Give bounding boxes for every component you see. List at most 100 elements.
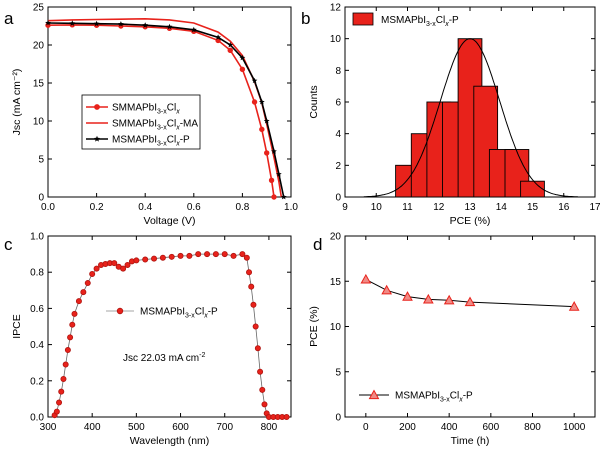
jsc-annotation-sup: -2: [199, 352, 205, 359]
data-point: [212, 251, 219, 258]
legend-box: [81, 94, 201, 150]
x-tick-label: 600: [482, 422, 499, 433]
data-point: [248, 283, 255, 290]
y-tick-label: 0: [335, 413, 341, 424]
legend-mid: Cl: [167, 103, 176, 114]
data-point: [58, 388, 65, 395]
legend-tail: -P: [208, 307, 218, 318]
data-point: [360, 273, 372, 284]
data-point: [246, 269, 253, 276]
data-point: [259, 386, 266, 393]
y-axis-title: Jsc (mA cm⁻²): [11, 69, 23, 136]
x-tick-label: 500: [128, 422, 145, 433]
x-tick-label: 0: [363, 422, 369, 433]
data-point: [568, 301, 580, 311]
x-tick-label: 400: [441, 422, 458, 433]
data-point: [111, 260, 118, 267]
data-point: [271, 194, 277, 200]
x-tick-label: 1.0: [284, 202, 298, 213]
panel-letter-b: b: [301, 9, 310, 28]
legend-main: MSMAPbI: [395, 391, 440, 402]
legend-sub: 3-x: [426, 21, 436, 28]
legend-main: MSMAPbI: [140, 307, 185, 318]
y-tick-label: 0.6: [30, 304, 44, 315]
data-point: [159, 254, 166, 261]
legend-main: MSMAPbI: [381, 15, 426, 26]
data-point: [67, 334, 74, 341]
data-point: [239, 66, 246, 73]
data-point: [93, 20, 100, 27]
y-tick-label: 6: [335, 98, 341, 109]
legend-tail: -P: [180, 135, 190, 146]
x-axis-title: Voltage (V): [144, 215, 196, 227]
data-point: [402, 291, 413, 301]
data-point: [151, 255, 158, 262]
data-point: [271, 148, 277, 154]
data-point: [283, 413, 290, 420]
y-axis-title: Counts: [308, 85, 320, 118]
x-tick-label: 14: [496, 202, 508, 213]
data-point: [71, 310, 78, 317]
data-point: [53, 408, 60, 415]
x-tick-label: 10: [371, 202, 383, 213]
x-tick-label: 200: [399, 422, 416, 433]
data-point: [60, 375, 67, 382]
data-point: [168, 253, 175, 260]
legend-main: SMMAPbI: [112, 119, 157, 130]
data-point: [422, 293, 434, 304]
legend-marker: [368, 389, 380, 400]
legend-sub2: x: [203, 313, 208, 320]
bar: [520, 180, 545, 198]
data-point: [204, 251, 211, 258]
data-point: [186, 252, 193, 259]
panel-letter-a: a: [4, 9, 14, 28]
legend-entry: MSMAPbI3-xClx-P: [381, 15, 459, 28]
x-tick-label: 11: [402, 202, 413, 213]
data-point: [142, 256, 149, 263]
data-point: [45, 20, 51, 26]
x-tick-label: 400: [84, 422, 101, 433]
y-tick-label: 15: [330, 277, 342, 288]
data-point: [250, 301, 257, 308]
legend-entry-2: SMMAPbI3-xClx-MA: [112, 119, 198, 132]
data-point: [264, 150, 270, 156]
panel-a-jv-curves: 0.0 0.2 0.4 0.6 0.8 1.0 0 5 10 15 20 25 Voltage (V) J…: [4, 3, 298, 228]
legend-marker: [94, 104, 100, 110]
y-tick-label: 1.0: [30, 232, 44, 243]
data-point: [280, 194, 287, 200]
data-point: [69, 321, 76, 328]
x-tick-label: 600: [172, 422, 189, 433]
y-tick-label: 10: [33, 117, 45, 128]
data-point: [261, 401, 268, 408]
data-point: [268, 177, 275, 183]
data-point: [133, 257, 140, 264]
legend-marker: [116, 307, 124, 315]
data-point: [257, 368, 264, 375]
legend-mid: Cl: [195, 307, 204, 318]
data-point: [64, 347, 71, 354]
legend-sub: 3-x: [440, 397, 450, 404]
data-point: [227, 42, 234, 48]
panel-d-stability: 0 200 400 600 800 1000 0 5 10 15 20 Time (h) PCE (%)…: [308, 232, 596, 447]
legend-sub: 3-x: [157, 125, 167, 132]
legend-entry-1: SMMAPbI3-xClx: [112, 103, 180, 116]
legend-tail: -P: [463, 391, 473, 402]
data-point: [93, 265, 100, 272]
x-tick-label: 0.6: [187, 202, 201, 213]
x-axis-title: Time (h): [451, 435, 490, 447]
y-tick-label: 5: [335, 367, 341, 378]
x-tick-label: 15: [527, 202, 539, 213]
data-point: [259, 99, 265, 105]
x-tick-label: 700: [216, 422, 233, 433]
data-point: [221, 251, 228, 258]
x-tick-label: 13: [464, 202, 476, 213]
data-point: [263, 118, 270, 124]
jsc-annotation-text: Jsc 22.03 mA cm: [123, 353, 199, 364]
y-tick-label: 0.0: [30, 413, 44, 424]
data-point: [276, 171, 282, 177]
plot-frame: [47, 235, 292, 418]
x-tick-label: 17: [589, 202, 600, 213]
x-tick-label: 0.2: [90, 202, 104, 213]
data-point: [259, 126, 265, 133]
legend-sub2: x: [175, 109, 180, 116]
